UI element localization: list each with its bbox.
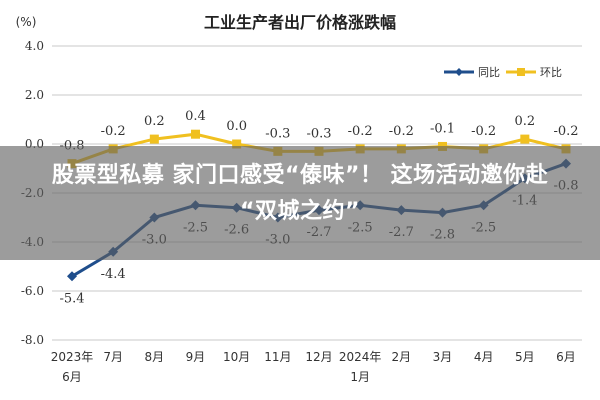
legend-label: 环比 [540,66,562,79]
x-tick-label: 7月 [103,350,123,364]
data-label: 0.4 [185,109,206,124]
data-label: -0.2 [101,124,126,139]
data-point [232,139,242,149]
data-label: -0.2 [553,124,578,139]
chart-title: 工业生产者出厂价格涨跌幅 [204,13,396,32]
x-tick-label: 2月 [392,350,412,364]
data-label: -5.4 [59,291,84,306]
x-tick-label: 10月 [223,350,250,364]
x-tick-label: 3月 [433,350,453,364]
legend-marker [517,68,525,76]
x-tick-label: 4月 [474,350,494,364]
data-label: -0.2 [471,124,496,139]
data-label: -0.2 [348,124,373,139]
y-tick-label: 4.0 [25,39,44,53]
x-tick-label: 2024年 [339,350,382,364]
y-axis-unit: (%) [16,15,37,29]
legend-marker [455,68,463,76]
data-label: -0.1 [430,121,455,136]
data-label: -0.2 [389,124,414,139]
data-point [520,134,530,144]
x-tick-label: 9月 [186,350,206,364]
data-point [149,134,159,144]
y-tick-label: 2.0 [25,88,44,102]
legend-label: 同比 [478,66,500,79]
x-tick-label: 8月 [145,350,165,364]
data-point [67,271,77,282]
data-label: -4.4 [101,267,126,282]
x-tick-label: 12月 [305,350,332,364]
x-tick-label: 6月 [556,350,576,364]
data-label: -0.3 [265,126,290,141]
headline-line-1[interactable]: 股票型私募 家门口感受“傣味”！ 这场活动邀你赴 [51,163,549,188]
x-tick-label: 2023年 [51,350,94,364]
data-label: 0.2 [144,114,165,129]
data-point [191,129,200,139]
headline-line-2[interactable]: “双城之约” [240,199,360,224]
y-tick-label: -6.0 [21,284,44,298]
x-tick-label: 6月 [62,370,82,384]
data-label: 0.0 [226,119,247,134]
headline-overlay[interactable] [0,146,600,260]
data-label: -0.3 [306,126,331,141]
x-tick-label: 5月 [515,350,535,364]
headline-text[interactable]: 股票型私募 家门口感受“傣味”！ 这场活动邀你赴 “双城之约” [0,158,600,230]
y-tick-label: -8.0 [21,333,44,347]
data-label: 0.2 [514,114,535,129]
x-tick-label: 11月 [264,350,291,364]
x-tick-label: 1月 [350,370,370,384]
